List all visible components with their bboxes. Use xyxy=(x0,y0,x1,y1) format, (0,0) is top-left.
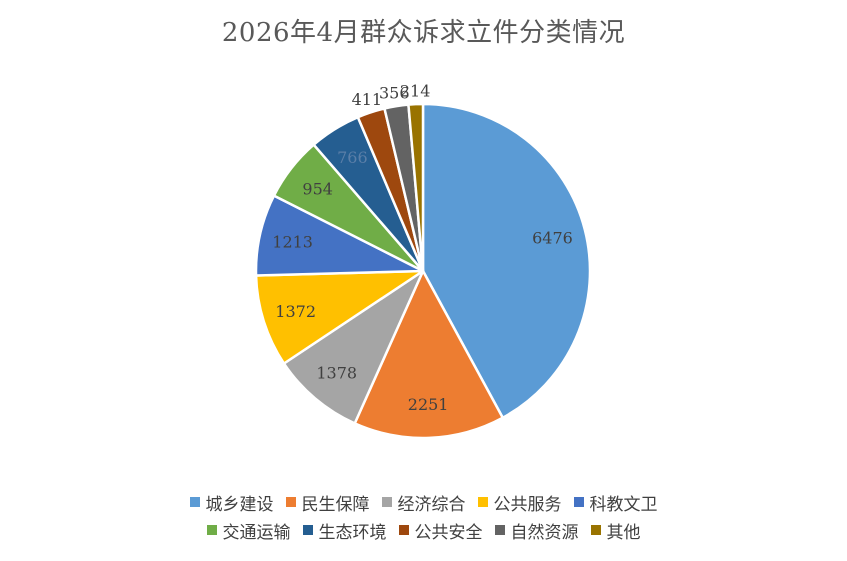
legend-item-3: 经济综合 xyxy=(381,490,466,515)
data-label-4: 1372 xyxy=(275,302,316,321)
legend-label: 交通运输 xyxy=(222,522,291,543)
legend-swatch xyxy=(302,525,313,535)
pie-slice-3 xyxy=(282,269,425,425)
legend-item-10: 其他 xyxy=(590,518,641,543)
chart-title: 2026年4月群众诉求立件分类情况 xyxy=(221,18,626,48)
legend-swatch xyxy=(573,497,584,507)
data-label-10: 214 xyxy=(400,81,431,100)
legend-label: 民生保障 xyxy=(301,494,370,515)
legend-label: 科教文卫 xyxy=(589,494,658,515)
legend-item-8: 公共安全 xyxy=(398,518,483,543)
legend-label: 生态环境 xyxy=(318,522,387,543)
legend: 城乡建设 民生保障 经济综合 公共服务 科教文卫交通运输 生态环境 公共安全 自然资源 其他 xyxy=(0,488,847,544)
legend-item-7: 生态环境 xyxy=(302,518,387,543)
legend-row-2: 交通运输 生态环境 公共安全 自然资源 其他 xyxy=(0,516,847,544)
data-label-7: 766 xyxy=(337,148,368,167)
legend-swatch xyxy=(494,525,505,535)
legend-item-9: 自然资源 xyxy=(494,518,579,543)
legend-swatch xyxy=(398,525,409,535)
data-label-3: 1378 xyxy=(316,363,357,382)
legend-item-5: 科教文卫 xyxy=(573,490,658,515)
data-label-8: 411 xyxy=(352,90,383,109)
legend-row-1: 城乡建设 民生保障 经济综合 公共服务 科教文卫 xyxy=(0,488,847,516)
legend-swatch xyxy=(285,497,296,507)
data-label-9: 356 xyxy=(379,83,410,102)
legend-label: 经济综合 xyxy=(397,494,466,515)
legend-label: 公共服务 xyxy=(493,494,562,515)
pie-slice-10 xyxy=(407,102,425,273)
legend-item-2: 民生保障 xyxy=(285,490,370,515)
legend-swatch xyxy=(206,525,217,535)
data-label-5: 1213 xyxy=(272,232,313,251)
legend-swatch xyxy=(477,497,488,507)
legend-label: 自然资源 xyxy=(510,522,579,543)
data-label-6: 954 xyxy=(302,179,333,198)
legend-item-4: 公共服务 xyxy=(477,490,562,515)
pie-slice-4 xyxy=(254,269,425,365)
legend-label: 其他 xyxy=(606,522,641,543)
data-label-2: 2251 xyxy=(408,395,449,414)
pie-slice-1 xyxy=(421,102,592,419)
legend-label: 公共安全 xyxy=(414,522,483,543)
legend-swatch xyxy=(381,497,392,507)
legend-swatch xyxy=(590,525,601,535)
data-label-1: 6476 xyxy=(532,229,573,248)
pie-slice-2 xyxy=(353,269,504,440)
legend-label: 城乡建设 xyxy=(205,494,274,515)
legend-item-1: 城乡建设 xyxy=(189,490,274,515)
legend-item-6: 交通运输 xyxy=(206,518,291,543)
legend-swatch xyxy=(189,497,200,507)
